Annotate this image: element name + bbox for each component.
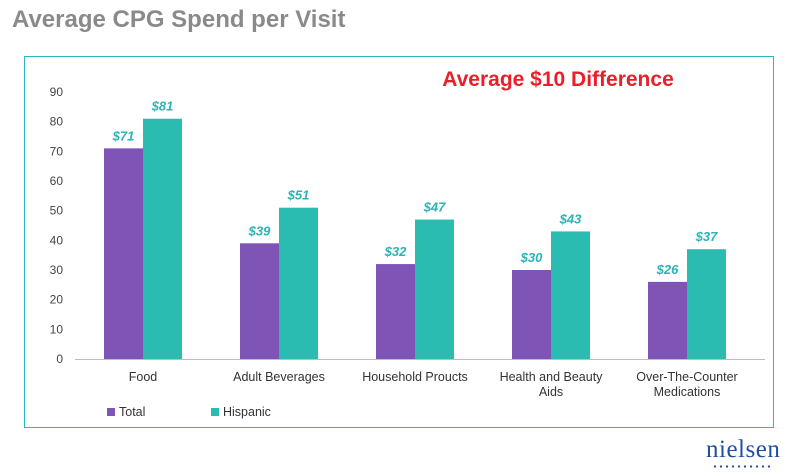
bar-total bbox=[240, 243, 279, 359]
legend-swatch bbox=[211, 408, 219, 416]
y-tick-label: 40 bbox=[50, 233, 64, 247]
bar-total bbox=[104, 148, 143, 359]
data-label: $30 bbox=[520, 250, 543, 265]
y-tick-label: 20 bbox=[50, 293, 64, 307]
data-label: $81 bbox=[151, 99, 174, 114]
category-label: Medications bbox=[654, 385, 721, 399]
legend-swatch bbox=[107, 408, 115, 416]
chart-frame: 0 10 20 30 40 50 60 70 80 90 $71 $81 Food $39 $51 Adult… bbox=[24, 56, 774, 428]
category-label: Over-The-Counter bbox=[636, 370, 737, 384]
y-tick-label: 80 bbox=[50, 115, 64, 129]
data-label: $39 bbox=[248, 223, 271, 238]
y-tick-label: 30 bbox=[50, 263, 64, 277]
y-tick-label: 10 bbox=[50, 322, 64, 336]
y-tick-label: 60 bbox=[50, 174, 64, 188]
y-tick-label: 50 bbox=[50, 204, 64, 218]
bar-total bbox=[512, 270, 551, 359]
y-tick-label: 0 bbox=[56, 352, 63, 366]
callout-annotation: Average $10 Difference bbox=[442, 68, 674, 91]
data-label: $37 bbox=[695, 229, 718, 244]
bar-hispanic bbox=[415, 219, 454, 359]
data-label: $71 bbox=[112, 128, 135, 143]
nielsen-logo: nielsen bbox=[706, 436, 781, 463]
bar-hispanic bbox=[279, 207, 318, 359]
legend-label: Total bbox=[119, 405, 145, 419]
data-label: $32 bbox=[384, 244, 407, 259]
bar-hispanic bbox=[551, 231, 590, 359]
bar-total bbox=[648, 281, 687, 359]
bar-total bbox=[376, 264, 415, 359]
y-tick-label: 70 bbox=[50, 144, 64, 158]
nielsen-logo-dots bbox=[712, 465, 772, 468]
bar-hispanic bbox=[143, 118, 182, 359]
bar-chart: 0 10 20 30 40 50 60 70 80 90 $71 $81 Food $39 $51 Adult… bbox=[50, 68, 765, 419]
data-label: $47 bbox=[423, 200, 446, 215]
legend-label: Hispanic bbox=[223, 405, 271, 419]
category-label: Household Proucts bbox=[362, 370, 468, 384]
category-label: Food bbox=[129, 370, 158, 384]
data-label: $51 bbox=[287, 188, 310, 203]
data-label: $26 bbox=[656, 262, 679, 277]
page-title: Average CPG Spend per Visit bbox=[12, 6, 346, 33]
y-tick-label: 90 bbox=[50, 85, 64, 99]
bar-hispanic bbox=[687, 249, 726, 359]
data-label: $43 bbox=[559, 211, 582, 226]
category-label: Adult Beverages bbox=[233, 370, 325, 384]
category-label: Aids bbox=[539, 385, 563, 399]
category-label: Health and Beauty bbox=[500, 370, 604, 384]
